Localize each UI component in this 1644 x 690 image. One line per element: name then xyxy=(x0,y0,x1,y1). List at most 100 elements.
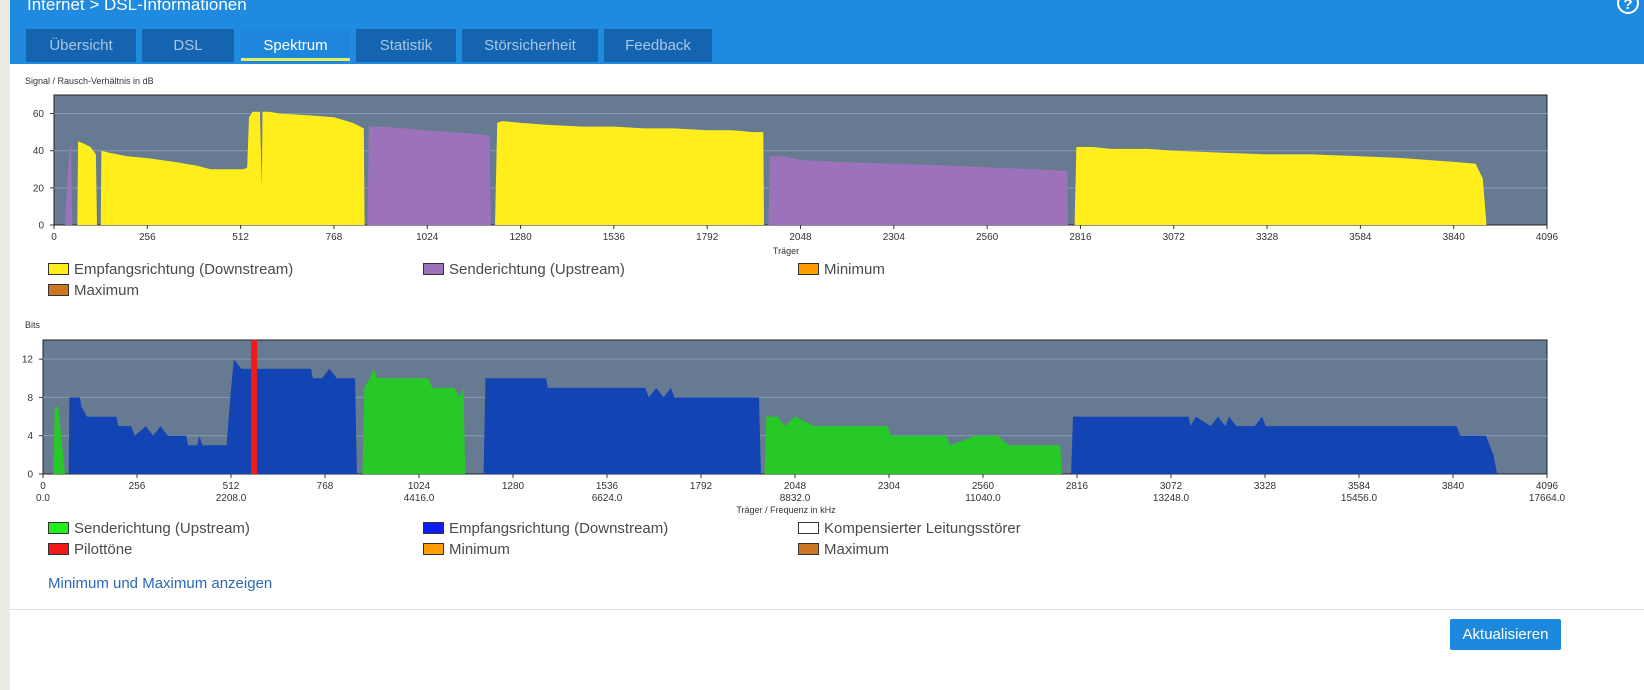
snr-legend-upstream: Senderichtung (Upstream) xyxy=(423,261,625,279)
c1-xtick-label-3: 768 xyxy=(317,481,334,492)
c1-xtick-label-9: 2304 xyxy=(878,481,901,492)
snr-legend-maximum-swatch xyxy=(48,284,69,296)
bits-legend-downstream-swatch xyxy=(423,522,444,534)
c0-xtick-label-14: 3584 xyxy=(1349,232,1372,243)
tab-spektrum[interactable]: Spektrum xyxy=(241,29,350,62)
snr-y-axis: 0 20 40 60 xyxy=(33,109,54,232)
c1-xtick-label-11: 2816 xyxy=(1066,481,1089,492)
c1-freq-label-0: 0.0 xyxy=(36,493,50,504)
bits-legend-pilot-label: Pilottöne xyxy=(74,541,133,558)
c1-xtick-label-6: 1536 xyxy=(596,481,619,492)
bits-series xyxy=(53,359,1498,474)
c1-series-0-segment-2 xyxy=(764,416,1062,474)
c0-xtick-label-5: 1280 xyxy=(509,232,532,243)
left-sidebar-strip xyxy=(0,0,10,690)
c1-ytick-label-0: 0 xyxy=(27,470,33,481)
c1-series-1-segment-1 xyxy=(483,378,761,474)
refresh-button[interactable]: Aktualisieren xyxy=(1450,619,1561,650)
c0-series-0-segment-1 xyxy=(367,126,491,225)
c1-xtick-label-14: 3584 xyxy=(1348,481,1371,492)
c1-freq-label-2: 4416.0 xyxy=(404,493,435,504)
c0-xtick-label-16: 4096 xyxy=(1536,232,1559,243)
bits-legend-maximum: Maximum xyxy=(798,541,889,559)
snr-legend-upstream-label: Senderichtung (Upstream) xyxy=(449,261,625,278)
bits-legend-compensated-swatch xyxy=(798,522,819,534)
show-minmax-link[interactable]: Minimum und Maximum anzeigen xyxy=(48,575,273,592)
snr-legend-downstream-swatch xyxy=(48,263,69,275)
tab-feedback[interactable]: Feedback xyxy=(604,29,712,62)
bits-legend-compensated-label: Kompensierter Leitungsstörer xyxy=(824,520,1021,537)
tab-uebersicht[interactable]: Übersicht xyxy=(26,29,136,62)
footer-divider xyxy=(10,609,1644,610)
snr-series xyxy=(64,111,1487,225)
c0-ytick-label-0: 0 xyxy=(38,221,44,232)
c0-xtick-label-8: 2048 xyxy=(789,232,812,243)
snr-legend-maximum-label: Maximum xyxy=(74,282,140,299)
snr-legend-downstream-label: Empfangsrichtung (Downstream) xyxy=(74,261,294,278)
bits-x-axis-label: Träger / Frequenz in kHz xyxy=(736,505,836,515)
c1-xtick-label-2: 512 xyxy=(223,481,240,492)
bits-legend-maximum-swatch xyxy=(798,543,819,555)
bits-legend-upstream-swatch xyxy=(48,522,69,534)
c0-xtick-label-12: 3072 xyxy=(1163,232,1186,243)
c1-xtick-label-10: 2560 xyxy=(972,481,995,492)
help-icon[interactable]: ? xyxy=(1617,0,1639,14)
tab-statistik[interactable]: Statistik xyxy=(356,29,456,62)
c0-xtick-label-13: 3328 xyxy=(1256,232,1279,243)
c1-series-0-segment-1 xyxy=(362,368,466,474)
c0-series-0-segment-0 xyxy=(64,143,73,225)
snr-chart-title: Signal / Rausch-Verhältnis in dB xyxy=(25,76,154,86)
c1-freq-label-3: 6624.0 xyxy=(592,493,623,504)
tab-dsl[interactable]: DSL xyxy=(142,29,234,62)
snr-legend-maximum: Maximum xyxy=(48,282,139,300)
c1-freq-label-8: 17664.0 xyxy=(1529,493,1566,504)
c1-freq-label-5: 11040.0 xyxy=(965,493,1001,504)
c0-xtick-label-9: 2304 xyxy=(883,232,906,243)
c1-freq-label-4: 8832.0 xyxy=(780,493,811,504)
c1-xtick-label-15: 3840 xyxy=(1442,481,1465,492)
c0-ytick-label-2: 40 xyxy=(33,146,45,157)
bits-legend-minimum-swatch xyxy=(423,543,444,555)
snr-legend-upstream-swatch xyxy=(423,263,444,275)
bits-legend-upstream: Senderichtung (Upstream) xyxy=(48,520,250,538)
c1-xtick-label-0: 0 xyxy=(40,481,46,492)
c0-xtick-label-11: 2816 xyxy=(1069,232,1092,243)
c0-ytick-label-3: 60 xyxy=(33,109,45,120)
c1-xtick-label-8: 2048 xyxy=(784,481,807,492)
bits-legend-compensated: Kompensierter Leitungsstörer xyxy=(798,520,1021,538)
c1-freq-label-6: 13248.0 xyxy=(1153,493,1190,504)
c1-ytick-label-1: 4 xyxy=(27,431,33,442)
c1-freq-label-1: 2208.0 xyxy=(216,493,247,504)
snr-legend-minimum-label: Minimum xyxy=(824,261,885,278)
c1-freq-label-7: 15456.0 xyxy=(1341,493,1378,504)
bits-legend-minimum: Minimum xyxy=(423,541,510,559)
c1-xtick-label-4: 1024 xyxy=(408,481,431,492)
c0-xtick-label-6: 1536 xyxy=(603,232,626,243)
snr-legend-downstream: Empfangsrichtung (Downstream) xyxy=(48,261,293,279)
bits-legend-upstream-label: Senderichtung (Upstream) xyxy=(74,520,250,537)
c1-xtick-label-13: 3328 xyxy=(1254,481,1277,492)
bits-legend-minimum-label: Minimum xyxy=(449,541,510,558)
snr-x-axis: 0 256 512 768 1024 1280 1536 1792 2048 2304 2560 28… xyxy=(51,225,1559,243)
c1-xtick-label-1: 256 xyxy=(129,481,146,492)
bits-legend-pilot-swatch xyxy=(48,543,69,555)
c0-series-0-segment-2 xyxy=(768,156,1068,225)
c0-xtick-label-1: 256 xyxy=(139,232,156,243)
bits-x-axis: 0 256 512 768 1024 1280 1536 1792 2048 2304 2560 28… xyxy=(40,474,1559,492)
tab-stoersicherheit[interactable]: Störsicherheit xyxy=(462,29,598,62)
c1-ytick-label-2: 8 xyxy=(27,393,33,404)
breadcrumb[interactable]: Internet > DSL-Informationen xyxy=(27,0,247,14)
c0-xtick-label-3: 768 xyxy=(326,232,343,243)
c0-series-1-segment-2 xyxy=(1074,147,1487,225)
snr-legend-minimum-swatch xyxy=(798,263,819,275)
bits-legend-maximum-label: Maximum xyxy=(824,541,890,558)
c1-xtick-label-12: 3072 xyxy=(1160,481,1183,492)
c0-xtick-label-2: 512 xyxy=(232,232,249,243)
bits-pilot-tone xyxy=(251,340,258,474)
c0-series-1-segment-0 xyxy=(77,111,365,225)
bits-legend-downstream: Empfangsrichtung (Downstream) xyxy=(423,520,668,538)
c1-pilot-marker xyxy=(251,340,258,474)
c1-ytick-label-3: 12 xyxy=(22,355,34,366)
c1-xtick-label-7: 1792 xyxy=(690,481,713,492)
